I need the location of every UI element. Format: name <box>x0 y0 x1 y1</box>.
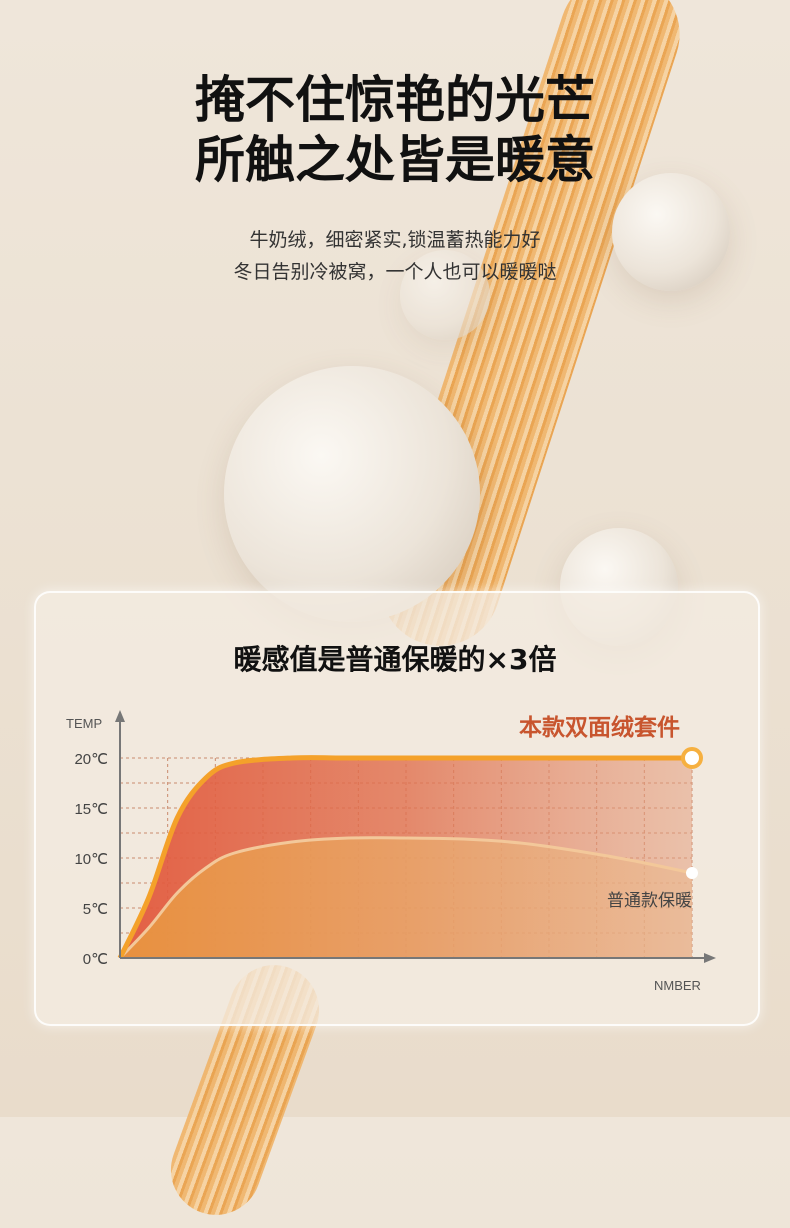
series-line-top <box>117 755 692 960</box>
headline: 掩不住惊艳的光芒 所触之处皆是暖意 <box>0 70 790 190</box>
legend-bottom-series: 普通款保暖 <box>607 891 692 911</box>
headline-line-1: 掩不住惊艳的光芒 <box>195 71 595 129</box>
legend-top-series: 本款双面绒套件 <box>519 714 680 741</box>
y-axis-label: TEMP <box>66 716 102 731</box>
headline-line-2: 所触之处皆是暖意 <box>195 131 595 189</box>
series-line-bottom <box>118 836 693 960</box>
y-axis-arrow-icon <box>115 710 125 722</box>
chart-title: 暖感值是普通保暖的×3倍 <box>233 643 557 676</box>
series-top-end-marker <box>681 747 703 769</box>
series-bottom-end-marker <box>686 867 698 879</box>
y-tick-label: 15℃ <box>74 801 108 818</box>
subtext: 牛奶绒，细密紧实,锁温蓄热能力好 冬日告别冷被窝，一个人也可以暖暖哒 <box>0 224 790 288</box>
y-tick-label: 0℃ <box>83 951 108 968</box>
warmth-chart: 0℃ 5℃ 10℃ 15℃ 20℃ TEMP NMBER 本款双面绒套件 普通款保暖 <box>66 710 716 993</box>
chart-axes <box>115 710 716 963</box>
x-axis-label: NMBER <box>654 978 701 993</box>
subtext-line-2: 冬日告别冷被窝，一个人也可以暖暖哒 <box>233 261 557 283</box>
series-area-bottom <box>120 837 692 958</box>
y-tick-label: 20℃ <box>74 751 108 768</box>
x-axis-arrow-icon <box>704 953 716 963</box>
subtext-line-1: 牛奶绒，细密紧实,锁温蓄热能力好 <box>249 229 541 251</box>
y-tick-label: 10℃ <box>74 851 108 868</box>
y-tick-label: 5℃ <box>83 901 108 918</box>
